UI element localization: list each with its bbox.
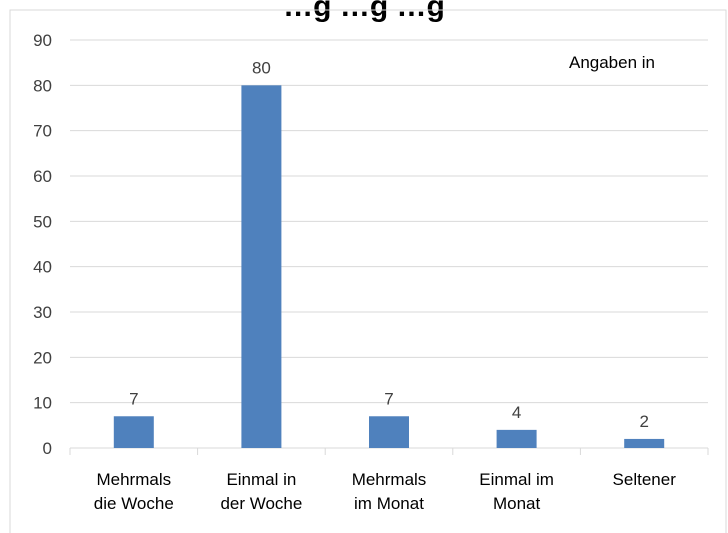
chart-frame bbox=[9, 9, 727, 533]
bar bbox=[624, 438, 665, 448]
y-tick-label: 10 bbox=[33, 394, 52, 413]
x-tick-label: Seltener bbox=[613, 470, 677, 489]
bar bbox=[241, 85, 282, 448]
y-tick-label: 60 bbox=[33, 167, 52, 186]
gridlines bbox=[69, 39, 709, 455]
y-tick-label: 30 bbox=[33, 303, 52, 322]
y-tick-label: 50 bbox=[33, 212, 52, 231]
data-labels: 7 80 7 4 2 bbox=[129, 58, 649, 431]
category-labels: Mehrmals die Woche Einmal in der Woche Mehrm… bbox=[94, 470, 676, 513]
x-tick-label: Mehrmals die Woche bbox=[94, 470, 174, 513]
x-tick-label: Mehrmals im Monat bbox=[352, 470, 427, 513]
bar bbox=[113, 416, 154, 448]
annotation-text: Angaben in bbox=[569, 53, 655, 72]
y-tick-label: 20 bbox=[33, 348, 52, 367]
chart-title: …g …g …g bbox=[283, 0, 445, 23]
y-tick-label: 80 bbox=[33, 76, 52, 95]
y-tick-label: 90 bbox=[33, 31, 52, 50]
data-label: 7 bbox=[129, 389, 138, 408]
data-label: 7 bbox=[384, 389, 393, 408]
data-label: 4 bbox=[512, 403, 521, 422]
bars bbox=[113, 85, 665, 448]
bar bbox=[496, 429, 537, 448]
x-tick-label: Einmal in der Woche bbox=[220, 470, 302, 513]
y-tick-label: 70 bbox=[33, 122, 52, 141]
y-tick-label: 0 bbox=[43, 439, 52, 458]
data-label: 80 bbox=[252, 58, 271, 77]
y-axis-ticks: 0 10 20 30 40 50 60 70 80 90 bbox=[33, 31, 52, 458]
y-tick-label: 40 bbox=[33, 258, 52, 277]
data-label: 2 bbox=[639, 412, 648, 431]
x-tick-label: Einmal im Monat bbox=[479, 470, 554, 513]
bar bbox=[369, 416, 409, 448]
